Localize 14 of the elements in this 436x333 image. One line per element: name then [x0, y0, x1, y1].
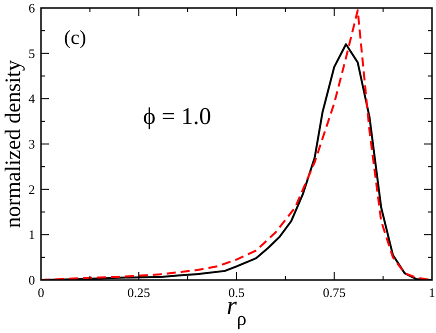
y-tick-label: 1 — [28, 227, 35, 242]
annotation: (c) — [64, 27, 86, 49]
x-tick-label: 0.25 — [127, 285, 150, 300]
y-axis-title: normalized density — [0, 60, 25, 228]
y-tick-label: 0 — [28, 272, 35, 288]
y-tick-label: 3 — [28, 136, 35, 152]
y-tick-label: 5 — [28, 46, 35, 61]
y-tick-label: 6 — [28, 0, 36, 16]
annotation: ϕ = 1.0 — [143, 104, 212, 130]
x-tick-label: 1 — [428, 285, 436, 300]
x-tick-label: 0.5 — [228, 285, 245, 300]
x-tick-label: 0.75 — [322, 285, 346, 300]
y-tick-label: 4 — [28, 91, 36, 106]
y-tick-label: 2 — [28, 182, 35, 197]
